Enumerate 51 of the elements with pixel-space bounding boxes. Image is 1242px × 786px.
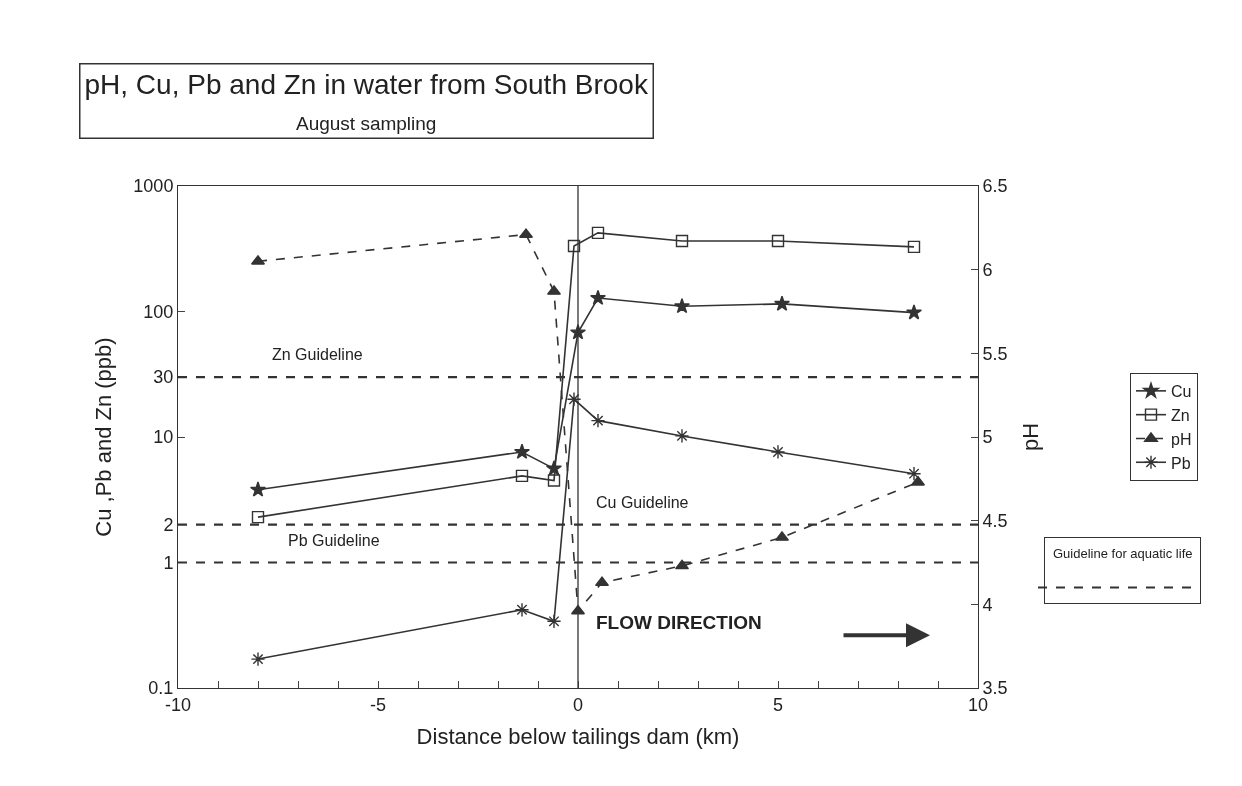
y-tick-label: 10	[153, 427, 174, 448]
point	[675, 234, 689, 248]
x-tick-label: 0	[572, 694, 584, 715]
y-tick-label: 1	[163, 552, 174, 573]
point	[514, 602, 530, 618]
y2-tick-label: 4.5	[982, 510, 1008, 531]
annotation: FLOW DIRECTION	[596, 612, 762, 633]
x-tick-label: -5	[369, 694, 387, 715]
legend-label: pH	[1171, 430, 1192, 448]
legend-label: Zn	[1171, 406, 1190, 424]
x-axis-title: Distance below tailings dam (km)	[416, 724, 740, 750]
y2-tick-label: 4	[982, 594, 993, 615]
point	[249, 481, 267, 497]
y2-tick-label: 6.5	[982, 176, 1008, 197]
point	[566, 391, 582, 407]
chart-title: pH, Cu, Pb and Zn in water from South Brook	[84, 68, 649, 100]
point	[771, 234, 785, 248]
point	[770, 444, 786, 460]
point	[907, 240, 921, 254]
y2-tick-label: 5	[982, 427, 993, 448]
y-tick-label: 2	[163, 515, 174, 536]
x-tick-label: 5	[772, 694, 784, 715]
point	[515, 469, 529, 483]
point	[547, 474, 561, 487]
y-tick-label: 1000	[133, 176, 174, 197]
point	[251, 510, 265, 524]
point	[250, 651, 266, 667]
y2-axis-title: pH	[1017, 422, 1043, 452]
point	[773, 295, 791, 311]
point	[546, 614, 562, 629]
point	[513, 443, 531, 459]
ref-line-label: Pb Guideline	[288, 532, 380, 549]
y2-tick-label: 5.5	[982, 343, 1008, 364]
point	[590, 413, 606, 428]
chart-subtitle: August sampling	[295, 112, 437, 134]
y-tick-label: 30	[153, 367, 174, 388]
legend-label: Pb	[1171, 454, 1191, 472]
point	[589, 289, 607, 305]
text: Guideline for aquatic life	[1053, 546, 1193, 561]
ref-line-label: Cu Guideline	[596, 494, 689, 511]
legend-label: Cu	[1171, 383, 1192, 401]
point	[674, 428, 690, 444]
y-axis-title: Cu ,Pb and Zn (ppb)	[91, 337, 117, 537]
point	[591, 226, 605, 240]
y2-tick-label: 6	[982, 259, 993, 280]
ref-line-label: Zn Guideline	[272, 346, 363, 363]
point	[905, 304, 923, 320]
point	[673, 297, 691, 314]
y-tick-label: 100	[143, 301, 174, 322]
point	[567, 239, 581, 253]
point	[906, 466, 922, 481]
